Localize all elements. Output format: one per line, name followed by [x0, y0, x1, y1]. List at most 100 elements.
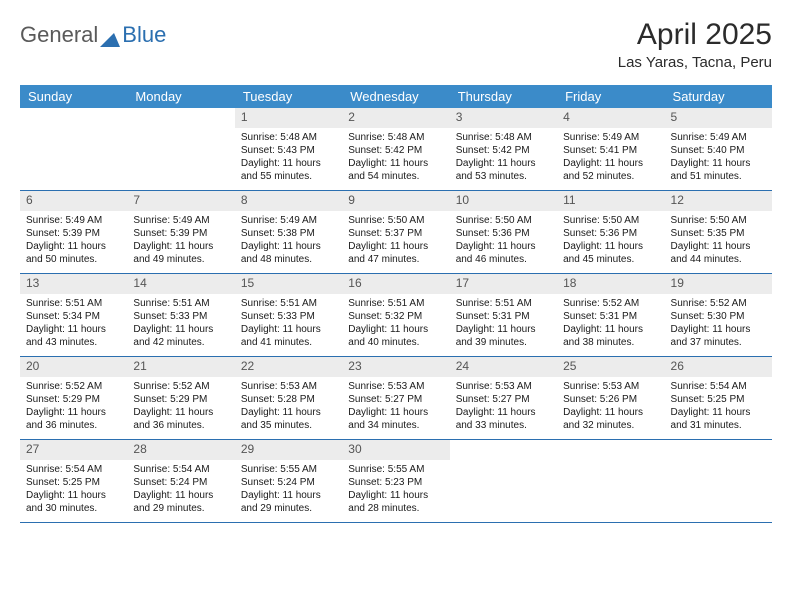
daylight-line: Daylight: 11 hours and 28 minutes. [348, 489, 443, 515]
sunrise-line: Sunrise: 5:53 AM [563, 380, 658, 393]
sunrise-line: Sunrise: 5:52 AM [133, 380, 228, 393]
calendar-cell: 29Sunrise: 5:55 AMSunset: 5:24 PMDayligh… [235, 440, 342, 522]
daylight-line: Daylight: 11 hours and 47 minutes. [348, 240, 443, 266]
day-number: 17 [450, 274, 557, 294]
location-text: Las Yaras, Tacna, Peru [618, 54, 772, 71]
day-number: 27 [20, 440, 127, 460]
sunset-line: Sunset: 5:31 PM [456, 310, 551, 323]
title-block: April 2025 Las Yaras, Tacna, Peru [618, 18, 772, 71]
sunrise-line: Sunrise: 5:52 AM [26, 380, 121, 393]
sunset-line: Sunset: 5:29 PM [133, 393, 228, 406]
calendar-cell: 9Sunrise: 5:50 AMSunset: 5:37 PMDaylight… [342, 191, 449, 273]
day-details: Sunrise: 5:52 AMSunset: 5:29 PMDaylight:… [20, 377, 127, 436]
day-number: 15 [235, 274, 342, 294]
daylight-line: Daylight: 11 hours and 44 minutes. [671, 240, 766, 266]
calendar-week: 6Sunrise: 5:49 AMSunset: 5:39 PMDaylight… [20, 191, 772, 274]
day-details: Sunrise: 5:48 AMSunset: 5:42 PMDaylight:… [342, 128, 449, 187]
day-details: Sunrise: 5:51 AMSunset: 5:31 PMDaylight:… [450, 294, 557, 353]
day-number: 30 [342, 440, 449, 460]
sunset-line: Sunset: 5:27 PM [456, 393, 551, 406]
day-number: 23 [342, 357, 449, 377]
day-number: 6 [20, 191, 127, 211]
daylight-line: Daylight: 11 hours and 54 minutes. [348, 157, 443, 183]
daylight-line: Daylight: 11 hours and 33 minutes. [456, 406, 551, 432]
sunrise-line: Sunrise: 5:49 AM [563, 131, 658, 144]
day-number: 18 [557, 274, 664, 294]
calendar-cell: 17Sunrise: 5:51 AMSunset: 5:31 PMDayligh… [450, 274, 557, 356]
weekday-label: Sunday [20, 85, 127, 108]
sunset-line: Sunset: 5:30 PM [671, 310, 766, 323]
daylight-line: Daylight: 11 hours and 29 minutes. [133, 489, 228, 515]
daylight-line: Daylight: 11 hours and 46 minutes. [456, 240, 551, 266]
calendar-week: 20Sunrise: 5:52 AMSunset: 5:29 PMDayligh… [20, 357, 772, 440]
weekday-label: Wednesday [342, 85, 449, 108]
sunset-line: Sunset: 5:24 PM [241, 476, 336, 489]
daylight-line: Daylight: 11 hours and 34 minutes. [348, 406, 443, 432]
daylight-line: Daylight: 11 hours and 35 minutes. [241, 406, 336, 432]
sunrise-line: Sunrise: 5:54 AM [133, 463, 228, 476]
day-number: 26 [665, 357, 772, 377]
daylight-line: Daylight: 11 hours and 30 minutes. [26, 489, 121, 515]
calendar-cell: 27Sunrise: 5:54 AMSunset: 5:25 PMDayligh… [20, 440, 127, 522]
day-details: Sunrise: 5:50 AMSunset: 5:35 PMDaylight:… [665, 211, 772, 270]
day-details: Sunrise: 5:51 AMSunset: 5:32 PMDaylight:… [342, 294, 449, 353]
sunrise-line: Sunrise: 5:55 AM [241, 463, 336, 476]
calendar-cell: 15Sunrise: 5:51 AMSunset: 5:33 PMDayligh… [235, 274, 342, 356]
sunrise-line: Sunrise: 5:54 AM [26, 463, 121, 476]
day-number: 24 [450, 357, 557, 377]
weekday-header: SundayMondayTuesdayWednesdayThursdayFrid… [20, 85, 772, 108]
day-number: 2 [342, 108, 449, 128]
day-number: 25 [557, 357, 664, 377]
day-details: Sunrise: 5:48 AMSunset: 5:42 PMDaylight:… [450, 128, 557, 187]
sunset-line: Sunset: 5:25 PM [26, 476, 121, 489]
calendar-cell: 5Sunrise: 5:49 AMSunset: 5:40 PMDaylight… [665, 108, 772, 190]
sunrise-line: Sunrise: 5:54 AM [671, 380, 766, 393]
calendar-cell: 11Sunrise: 5:50 AMSunset: 5:36 PMDayligh… [557, 191, 664, 273]
sunrise-line: Sunrise: 5:50 AM [348, 214, 443, 227]
sunset-line: Sunset: 5:42 PM [348, 144, 443, 157]
month-title: April 2025 [618, 18, 772, 52]
day-number: 11 [557, 191, 664, 211]
calendar-cell: 7Sunrise: 5:49 AMSunset: 5:39 PMDaylight… [127, 191, 234, 273]
calendar-cell: 10Sunrise: 5:50 AMSunset: 5:36 PMDayligh… [450, 191, 557, 273]
daylight-line: Daylight: 11 hours and 53 minutes. [456, 157, 551, 183]
day-details: Sunrise: 5:48 AMSunset: 5:43 PMDaylight:… [235, 128, 342, 187]
day-number: 3 [450, 108, 557, 128]
calendar-cell: 4Sunrise: 5:49 AMSunset: 5:41 PMDaylight… [557, 108, 664, 190]
day-details: Sunrise: 5:54 AMSunset: 5:24 PMDaylight:… [127, 460, 234, 519]
calendar-cell: 12Sunrise: 5:50 AMSunset: 5:35 PMDayligh… [665, 191, 772, 273]
calendar-cell [20, 108, 127, 190]
logo-triangle-icon [100, 27, 120, 43]
day-number: 28 [127, 440, 234, 460]
sunset-line: Sunset: 5:29 PM [26, 393, 121, 406]
sunrise-line: Sunrise: 5:50 AM [671, 214, 766, 227]
sunrise-line: Sunrise: 5:50 AM [563, 214, 658, 227]
daylight-line: Daylight: 11 hours and 32 minutes. [563, 406, 658, 432]
weekday-label: Saturday [665, 85, 772, 108]
day-details: Sunrise: 5:50 AMSunset: 5:36 PMDaylight:… [557, 211, 664, 270]
day-details: Sunrise: 5:49 AMSunset: 5:40 PMDaylight:… [665, 128, 772, 187]
day-details: Sunrise: 5:49 AMSunset: 5:38 PMDaylight:… [235, 211, 342, 270]
day-details: Sunrise: 5:53 AMSunset: 5:26 PMDaylight:… [557, 377, 664, 436]
sunrise-line: Sunrise: 5:48 AM [348, 131, 443, 144]
calendar-cell: 30Sunrise: 5:55 AMSunset: 5:23 PMDayligh… [342, 440, 449, 522]
day-number: 22 [235, 357, 342, 377]
calendar-cell: 20Sunrise: 5:52 AMSunset: 5:29 PMDayligh… [20, 357, 127, 439]
day-details: Sunrise: 5:52 AMSunset: 5:30 PMDaylight:… [665, 294, 772, 353]
daylight-line: Daylight: 11 hours and 31 minutes. [671, 406, 766, 432]
sunrise-line: Sunrise: 5:55 AM [348, 463, 443, 476]
sunset-line: Sunset: 5:27 PM [348, 393, 443, 406]
calendar-week: 1Sunrise: 5:48 AMSunset: 5:43 PMDaylight… [20, 108, 772, 191]
sunset-line: Sunset: 5:25 PM [671, 393, 766, 406]
sunrise-line: Sunrise: 5:53 AM [456, 380, 551, 393]
sunrise-line: Sunrise: 5:52 AM [563, 297, 658, 310]
sunset-line: Sunset: 5:42 PM [456, 144, 551, 157]
day-details: Sunrise: 5:54 AMSunset: 5:25 PMDaylight:… [20, 460, 127, 519]
daylight-line: Daylight: 11 hours and 50 minutes. [26, 240, 121, 266]
brand-logo: General Blue [20, 18, 166, 48]
sunset-line: Sunset: 5:28 PM [241, 393, 336, 406]
sunset-line: Sunset: 5:39 PM [133, 227, 228, 240]
daylight-line: Daylight: 11 hours and 49 minutes. [133, 240, 228, 266]
day-details: Sunrise: 5:49 AMSunset: 5:39 PMDaylight:… [127, 211, 234, 270]
sunrise-line: Sunrise: 5:49 AM [671, 131, 766, 144]
